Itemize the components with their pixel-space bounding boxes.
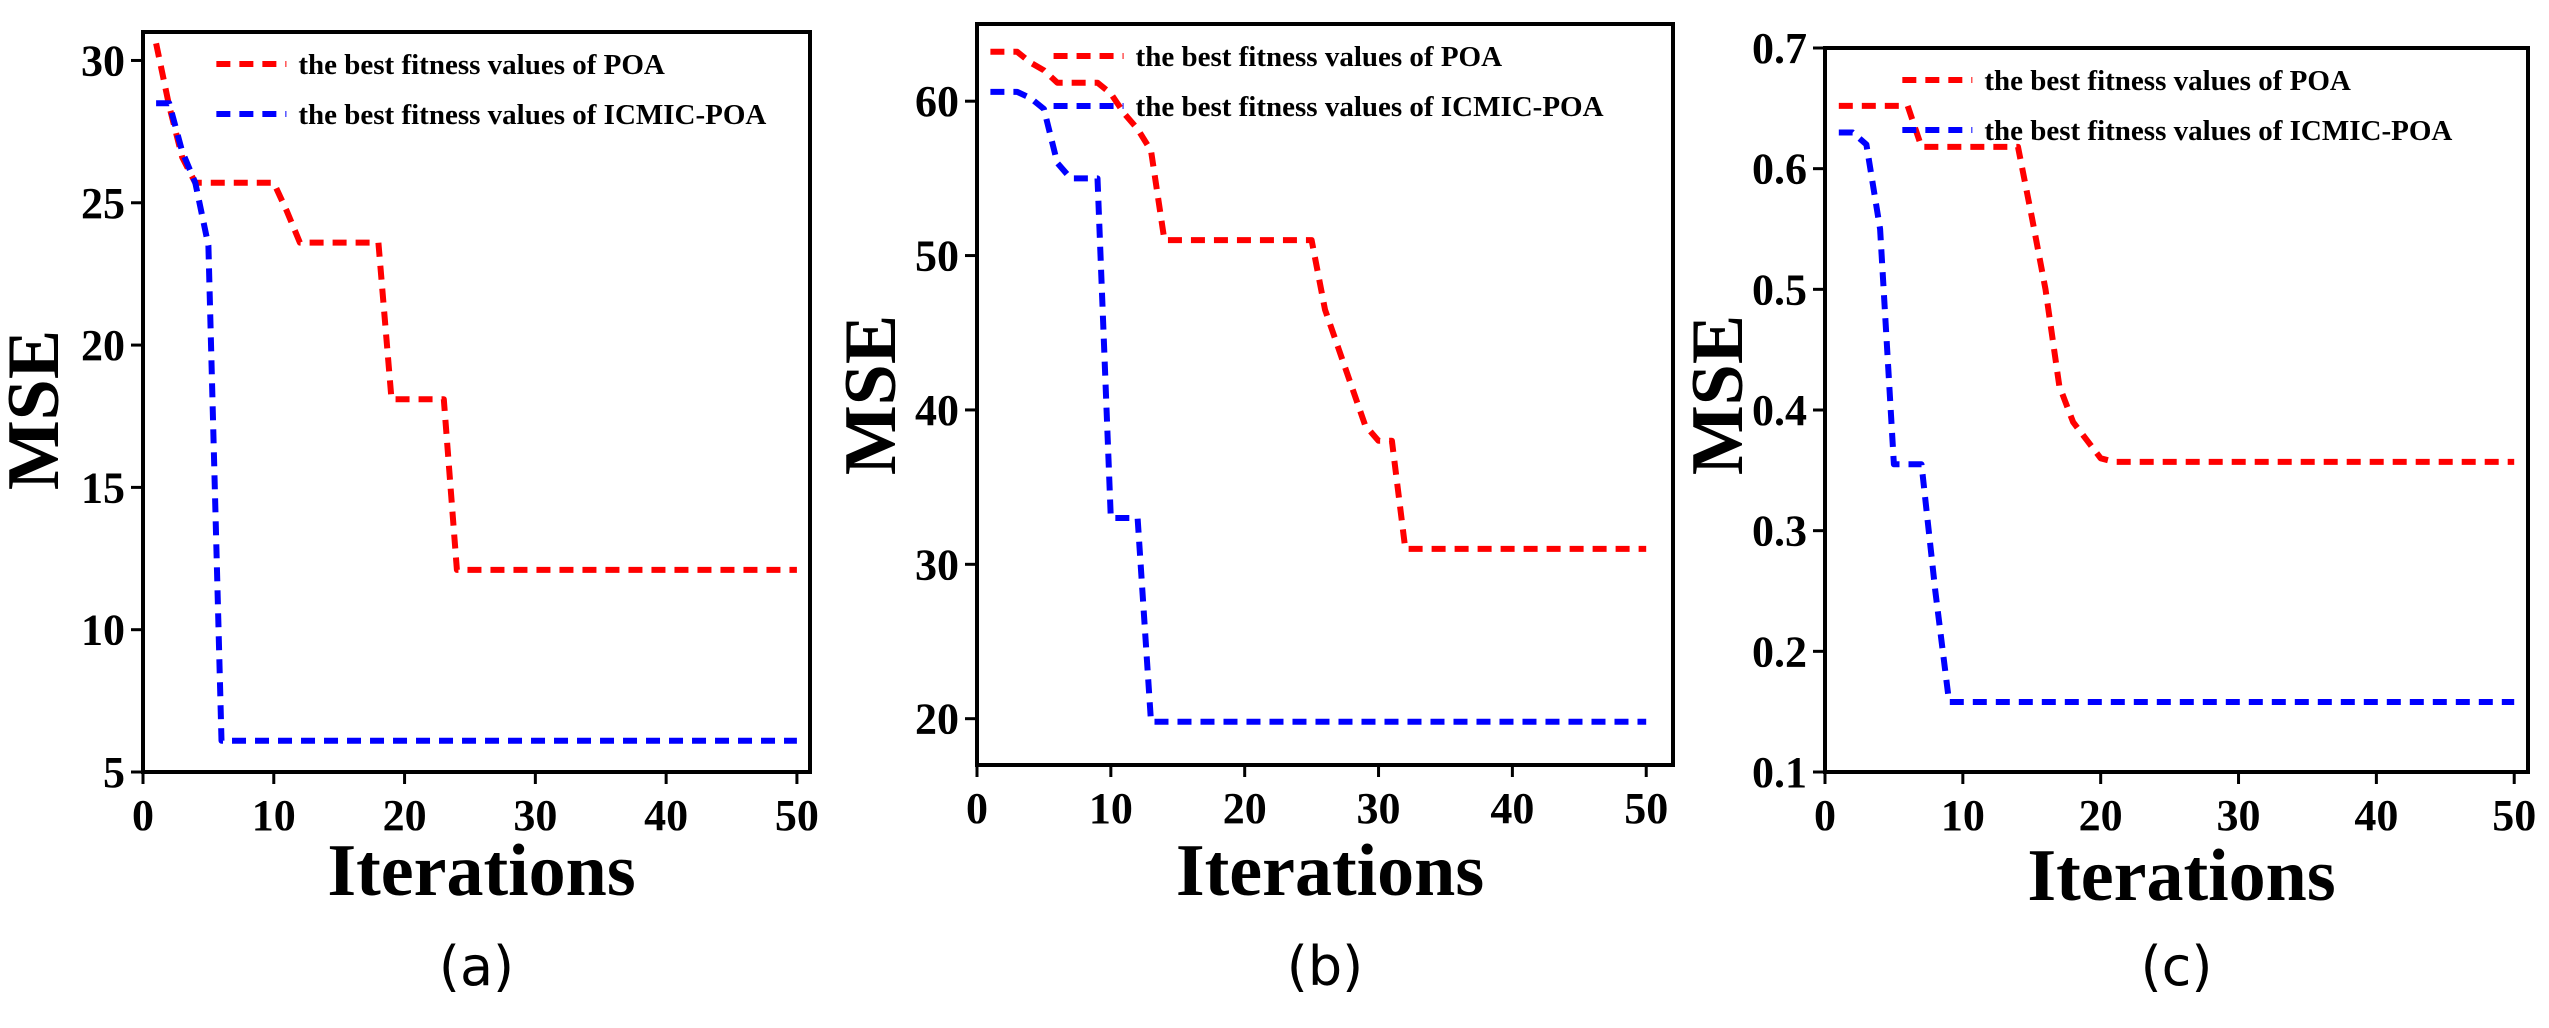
- series-line-icmic-poa: [1838, 129, 2515, 705]
- panel-caption: (a): [439, 935, 514, 998]
- chart-panel-c: 0 10 20 30 40 50 0.1 0.2 0.3 0.4 0.5 0.6 0.7 Iteratio…: [1677, 24, 2536, 998]
- y-tick-label: 20: [915, 695, 959, 744]
- legend-label-poa: the best fitness values of POA: [1136, 41, 1503, 73]
- x-tick-label: 0: [132, 791, 154, 840]
- panel-caption: (c): [2141, 935, 2213, 998]
- legend-label-icmic-poa: the best fitness values of ICMIC-POA: [1984, 115, 2452, 147]
- y-tick-label: 0.6: [1752, 145, 1807, 194]
- legend-label-icmic-poa: the best fitness values of ICMIC-POA: [298, 99, 766, 131]
- x-tick-label: 30: [2217, 791, 2261, 840]
- y-axis-label: MSE: [0, 330, 75, 490]
- plot-frame: [141, 30, 812, 774]
- x-tick-label: 50: [1624, 784, 1668, 833]
- x-tick-label: 40: [1490, 784, 1534, 833]
- plot-frame: [975, 22, 1675, 767]
- legend-label-icmic-poa: the best fitness values of ICMIC-POA: [1136, 91, 1604, 123]
- x-tick-label: 40: [2354, 791, 2398, 840]
- y-tick-label: 5: [103, 748, 125, 797]
- y-axis-label: MSE: [1677, 315, 1759, 475]
- y-tick-label: 20: [81, 321, 125, 370]
- series-line-poa: [153, 42, 797, 573]
- y-tick-label: 0.2: [1752, 627, 1807, 676]
- y-tick-label: 60: [915, 77, 959, 126]
- legend-label-poa: the best fitness values of POA: [1984, 65, 2351, 97]
- x-tick-label: 10: [1089, 784, 1133, 833]
- x-tick-label: 0: [1814, 791, 1836, 840]
- x-axis-label: Iterations: [1176, 830, 1484, 912]
- x-tick-label: 10: [252, 791, 296, 840]
- chart-panel-b: 0 10 20 30 40 50 20 30 40 50 60 Iterations MSE the be…: [830, 22, 1675, 998]
- y-tick-label: 0.3: [1752, 507, 1807, 556]
- y-tick-label: 50: [915, 232, 959, 281]
- legend-label-poa: the best fitness values of POA: [298, 49, 665, 81]
- series-line-icmic-poa: [156, 100, 797, 744]
- y-tick-label: 40: [915, 386, 959, 435]
- y-tick-label: 0.7: [1752, 24, 1807, 73]
- series-line-poa: [990, 48, 1647, 552]
- y-tick-label: 0.1: [1752, 748, 1807, 797]
- x-tick-label: 20: [383, 791, 427, 840]
- y-tick-label: 10: [81, 606, 125, 655]
- x-tick-label: 10: [1941, 791, 1985, 840]
- x-tick-label: 30: [1357, 784, 1401, 833]
- x-tick-label: 40: [644, 791, 688, 840]
- x-tick-label: 50: [775, 791, 819, 840]
- y-tick-label: 0.5: [1752, 265, 1807, 314]
- y-tick-label: 30: [915, 540, 959, 589]
- y-tick-label: 0.4: [1752, 386, 1807, 435]
- series-line-icmic-poa: [990, 88, 1647, 725]
- x-axis-label: Iterations: [327, 830, 635, 912]
- x-tick-label: 0: [966, 784, 988, 833]
- x-axis-label: Iterations: [2027, 835, 2335, 917]
- x-tick-label: 30: [513, 791, 557, 840]
- series-line-poa: [1838, 102, 2515, 465]
- panel-caption: (b): [1287, 935, 1363, 998]
- x-tick-label: 50: [2492, 791, 2536, 840]
- x-tick-label: 20: [2079, 791, 2123, 840]
- y-tick-label: 25: [81, 179, 125, 228]
- y-tick-label: 15: [81, 463, 125, 512]
- y-tick-label: 30: [81, 36, 125, 85]
- x-tick-label: 20: [1223, 784, 1267, 833]
- y-axis-label: MSE: [830, 315, 912, 475]
